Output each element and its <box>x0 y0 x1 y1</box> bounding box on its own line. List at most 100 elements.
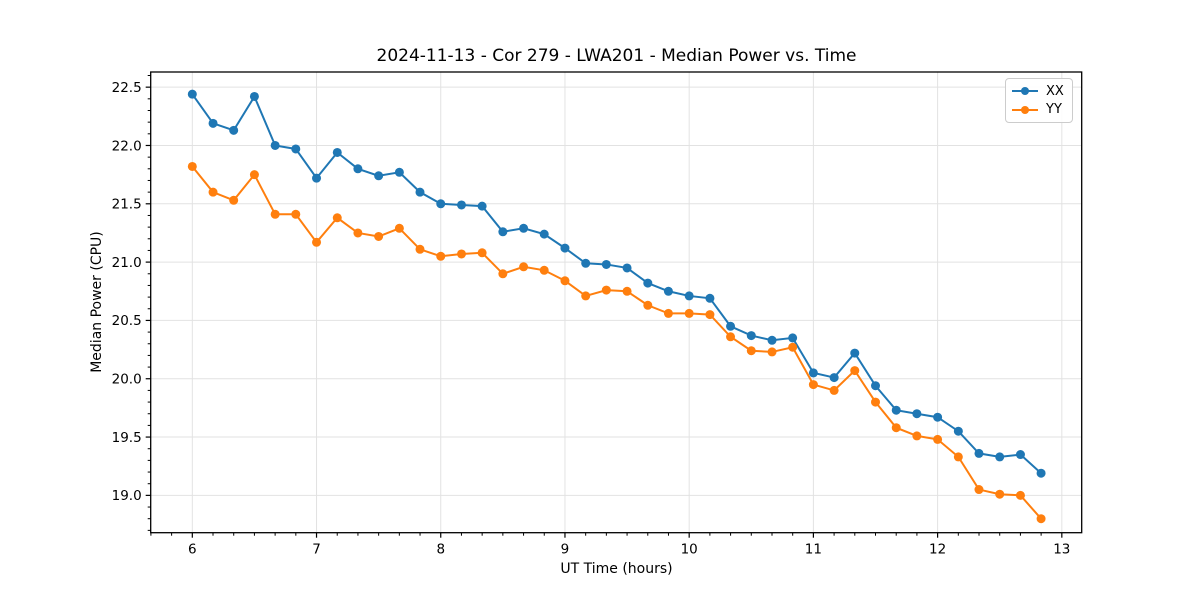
legend-label-xx: XX <box>1046 83 1064 99</box>
series-xx-point <box>705 293 715 303</box>
series-yy-point <box>291 209 301 219</box>
series-xx-point <box>933 412 943 422</box>
series-yy-point <box>270 209 280 219</box>
series-xx-point <box>808 368 818 378</box>
series-yy-point <box>622 286 632 296</box>
series-xx-point <box>291 144 301 154</box>
series-xx-point <box>436 199 446 209</box>
series-xx-point <box>788 333 798 343</box>
series-yy-point <box>663 308 673 318</box>
series-xx-point <box>539 229 549 239</box>
y-tick-label: 22.5 <box>112 80 142 96</box>
plot-border <box>150 71 1083 534</box>
series-yy-point <box>498 269 508 279</box>
x-tick-label: 10 <box>681 542 698 558</box>
series-yy-point <box>974 485 984 495</box>
series-yy-point <box>850 366 860 376</box>
series-yy-point <box>519 262 529 272</box>
series-xx-point <box>187 89 197 99</box>
series-xx-point <box>891 405 901 415</box>
y-tick-label: 21.5 <box>112 197 142 213</box>
series-xx-point <box>560 243 570 253</box>
series-xx-point <box>312 173 322 183</box>
series-yy-point <box>539 265 549 275</box>
series-yy-point <box>601 285 611 295</box>
series-yy-point <box>643 300 653 310</box>
series-xx-point <box>332 147 342 157</box>
series-yy-point <box>249 170 259 180</box>
legend-label-yy: YY <box>1046 102 1062 118</box>
y-tick-label: 20.0 <box>112 372 142 388</box>
series-xx-point <box>663 286 673 296</box>
y-tick-label: 21.0 <box>112 255 142 271</box>
legend-item-xx: XX <box>1012 83 1066 100</box>
y-tick-label: 19.0 <box>112 488 142 504</box>
series-yy-point <box>808 380 818 390</box>
series-yy-point <box>436 251 446 261</box>
legend-marker-xx-icon <box>1012 86 1038 96</box>
legend-item-yy: YY <box>1012 101 1066 118</box>
series-xx-point <box>249 91 259 101</box>
series-yy-point <box>394 223 404 233</box>
series-xx-point <box>456 200 466 210</box>
legend-marker-yy-icon <box>1012 105 1038 115</box>
x-tick-label: 8 <box>436 542 445 558</box>
x-axis-label: UT Time (hours) <box>560 561 673 577</box>
series-yy-point <box>560 276 570 286</box>
y-tick-label: 20.5 <box>112 313 142 329</box>
series-xx-point <box>684 291 694 301</box>
y-tick-label: 19.5 <box>112 430 142 446</box>
series-xx-point <box>850 348 860 358</box>
series-yy-point <box>374 231 384 241</box>
series-yy-point <box>312 237 322 247</box>
series-xx-point <box>767 335 777 345</box>
series-xx-point <box>374 171 384 181</box>
series-xx-point <box>746 331 756 341</box>
series-xx-point <box>974 448 984 458</box>
series-yy-point <box>829 385 839 395</box>
series-xx-point <box>622 263 632 273</box>
series-xx-point <box>581 258 591 268</box>
series-yy-point <box>456 249 466 259</box>
series-yy-point <box>415 244 425 254</box>
series-yy-point <box>705 310 715 320</box>
series-xx-point <box>1015 450 1025 460</box>
series-xx-point <box>519 223 529 233</box>
series-xx-point <box>415 187 425 197</box>
x-tick-label: 7 <box>312 542 321 558</box>
series-yy-point <box>788 342 798 352</box>
series-yy-line <box>191 165 1042 520</box>
legend: XX YY <box>1005 78 1073 123</box>
y-axis-label: Median Power (CPU) <box>89 231 105 373</box>
series-yy-point <box>208 187 218 197</box>
series-xx-point <box>270 140 280 150</box>
series-yy-point <box>332 213 342 223</box>
series-xx-point <box>829 373 839 383</box>
y-tick-label: 22.0 <box>112 138 142 154</box>
series-yy-point <box>353 228 363 238</box>
series-xx-point <box>912 409 922 419</box>
series-xx-point <box>601 259 611 269</box>
series-yy-point <box>684 308 694 318</box>
series-xx-point <box>394 167 404 177</box>
chart-title: 2024-11-13 - Cor 279 - LWA201 - Median P… <box>376 46 857 66</box>
series-xx-point <box>229 125 239 135</box>
series-yy-point <box>912 431 922 441</box>
x-tick-label: 6 <box>188 542 197 558</box>
series-xx-point <box>477 201 487 211</box>
series-xx-point <box>871 381 881 391</box>
series-xx-point <box>953 426 963 436</box>
series-yy-point <box>1036 514 1046 524</box>
series-yy-point <box>229 195 239 205</box>
series-yy-point <box>581 291 591 301</box>
series-yy-point <box>477 248 487 258</box>
series-xx-point <box>208 118 218 128</box>
series-yy-point <box>746 346 756 356</box>
series-yy-point <box>953 452 963 462</box>
series-xx-point <box>995 452 1005 462</box>
series-xx-point <box>1036 468 1046 478</box>
series-xx-point <box>726 321 736 331</box>
series-yy-point <box>871 397 881 407</box>
x-tick-label: 11 <box>805 542 822 558</box>
